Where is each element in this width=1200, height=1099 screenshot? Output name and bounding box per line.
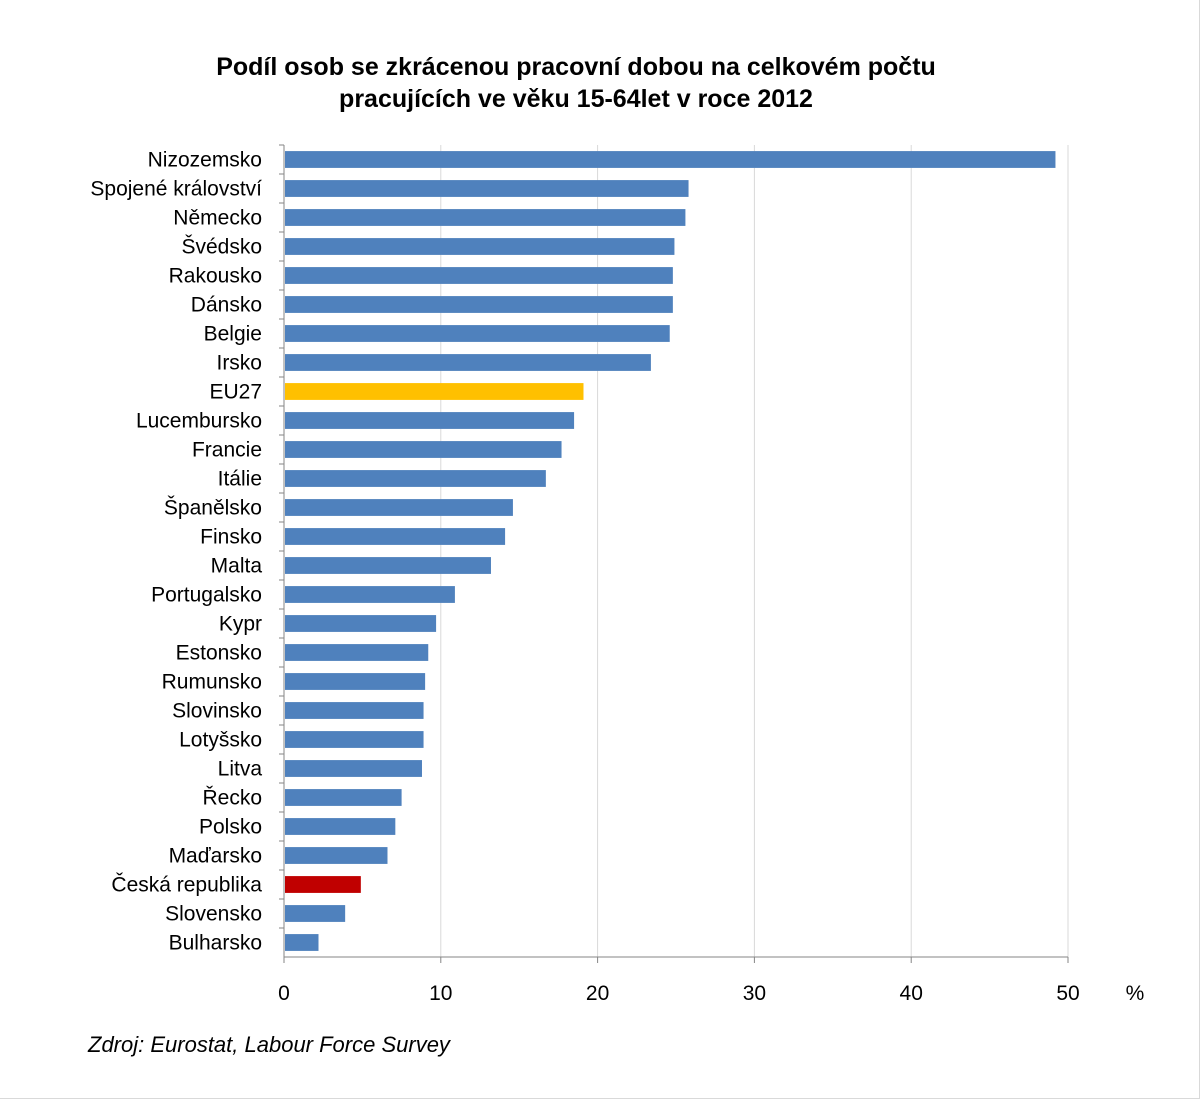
bar: [285, 702, 424, 719]
source-note: Zdroj: Eurostat, Labour Force Survey: [88, 1032, 450, 1057]
category-label: Německo: [173, 207, 262, 230]
bar: [285, 847, 388, 864]
bar: [285, 818, 396, 835]
category-label: Malta: [211, 555, 263, 578]
category-label: Bulharsko: [169, 932, 262, 955]
category-label: Lotyšsko: [179, 729, 262, 752]
x-tick-label: 40: [900, 982, 923, 1005]
bar: [285, 876, 361, 893]
bar: [285, 354, 651, 371]
bar: [285, 325, 670, 342]
bar: [285, 644, 429, 661]
chart-title-line-1: Podíl osob se zkrácenou pracovní dobou n…: [216, 53, 936, 81]
bar: [285, 789, 402, 806]
category-label: Slovensko: [165, 903, 262, 926]
bar: [285, 267, 673, 284]
bar: [285, 586, 455, 603]
bar: [285, 905, 346, 922]
category-label: Španělsko: [164, 497, 262, 520]
category-label: Portugalsko: [151, 584, 262, 607]
category-label: Švédsko: [181, 236, 262, 259]
category-label: Slovinsko: [172, 700, 262, 723]
category-label: Maďarsko: [169, 845, 262, 868]
category-label: Lucembursko: [136, 410, 262, 433]
category-label: Polsko: [199, 816, 262, 839]
bar: [285, 383, 584, 400]
category-label: Itálie: [218, 468, 262, 491]
category-label: Belgie: [204, 323, 262, 346]
x-tick-label: 20: [586, 982, 609, 1005]
bar: [285, 151, 1056, 168]
bar: [285, 180, 689, 197]
category-label: Francie: [192, 439, 262, 462]
bar: [285, 934, 319, 951]
bar: [285, 238, 675, 255]
bar: [285, 412, 575, 429]
x-unit-label: %: [1126, 982, 1145, 1005]
bar: [285, 615, 437, 632]
category-label: Rakousko: [169, 265, 262, 288]
bar: [285, 296, 673, 313]
category-label: Litva: [218, 758, 263, 781]
bar: [285, 470, 546, 487]
category-label: Řecko: [202, 787, 262, 810]
category-label: Irsko: [216, 352, 262, 375]
category-label: Finsko: [200, 526, 262, 549]
bar: [285, 209, 686, 226]
chart-title-line-2: pracujících ve věku 15-64let v roce 2012: [339, 85, 813, 113]
category-label: Spojené království: [90, 178, 262, 201]
category-label: Kypr: [219, 613, 262, 636]
x-tick-label: 10: [429, 982, 452, 1005]
bar: [285, 731, 424, 748]
bar: [285, 673, 426, 690]
bar: [285, 499, 513, 516]
category-label: Dánsko: [191, 294, 262, 317]
x-tick-label: 0: [278, 982, 290, 1005]
x-tick-label: 50: [1056, 982, 1079, 1005]
category-label: Estonsko: [176, 642, 262, 665]
x-tick-label: 30: [743, 982, 766, 1005]
category-label: Česká republika: [111, 874, 262, 897]
category-label: EU27: [209, 381, 262, 404]
bar: [285, 528, 506, 545]
category-label: Nizozemsko: [148, 149, 262, 172]
bar: [285, 760, 422, 777]
bar: [285, 557, 491, 574]
category-label: Rumunsko: [162, 671, 262, 694]
bar: [285, 441, 562, 458]
